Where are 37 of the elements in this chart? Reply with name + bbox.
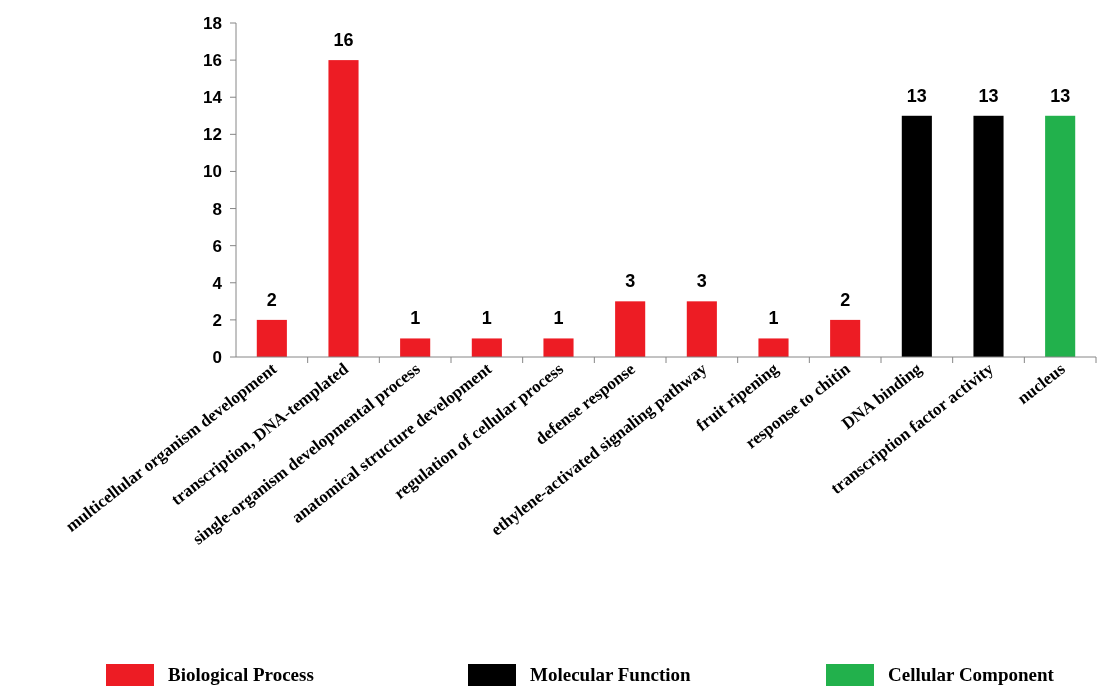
y-tick-label: 10 (203, 162, 222, 182)
bar (901, 115, 932, 357)
y-tick-label: 0 (212, 347, 222, 367)
bar (830, 319, 861, 357)
legend-label: Molecular Function (530, 664, 692, 685)
y-tick-label: 4 (212, 273, 223, 293)
y-tick-label: 6 (212, 236, 222, 256)
bar (328, 60, 359, 357)
bar (543, 338, 574, 357)
data-label: 3 (696, 271, 707, 292)
legend-label: Biological Process (168, 664, 314, 685)
bar (686, 301, 717, 357)
data-label: 2 (266, 289, 277, 310)
data-label: 2 (840, 289, 851, 310)
data-label: 1 (553, 308, 564, 329)
y-tick-label: 8 (212, 199, 222, 219)
bar (400, 338, 431, 357)
y-tick-label: 16 (203, 51, 222, 71)
bar (973, 115, 1004, 357)
bar (256, 319, 287, 357)
data-label: 13 (978, 85, 999, 106)
legend-label: Cellular Component (888, 664, 1055, 685)
data-label: 1 (768, 308, 779, 329)
data-label: 13 (906, 85, 927, 106)
bar (615, 301, 646, 357)
data-label: 3 (625, 271, 636, 292)
y-tick-label: 12 (203, 125, 222, 145)
data-label: 13 (1050, 85, 1071, 106)
bar (758, 338, 789, 357)
bar (471, 338, 502, 357)
y-tick-label: 18 (203, 13, 222, 33)
bar (1045, 115, 1076, 357)
data-label: 1 (410, 308, 421, 329)
data-label: 16 (333, 30, 354, 51)
y-tick-label: 2 (212, 310, 222, 330)
data-label: 1 (481, 308, 492, 329)
y-tick-label: 14 (203, 88, 223, 108)
